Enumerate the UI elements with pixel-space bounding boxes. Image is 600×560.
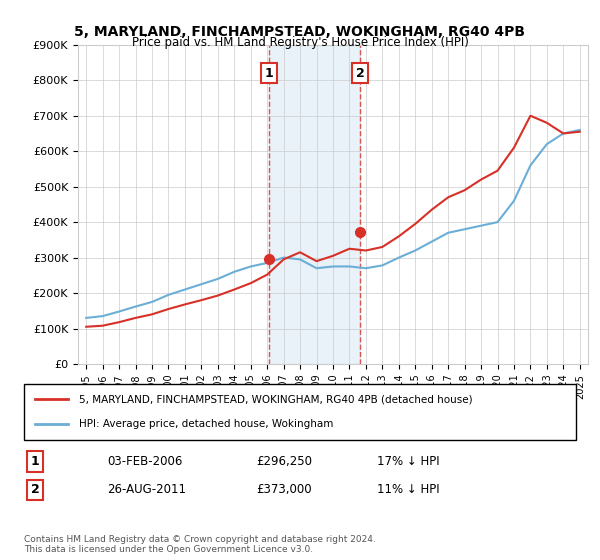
FancyBboxPatch shape (24, 384, 576, 440)
Text: £373,000: £373,000 (256, 483, 311, 496)
Text: £296,250: £296,250 (256, 455, 312, 468)
Text: 11% ↓ HPI: 11% ↓ HPI (377, 483, 440, 496)
Text: 17% ↓ HPI: 17% ↓ HPI (377, 455, 440, 468)
Text: 03-FEB-2006: 03-FEB-2006 (107, 455, 182, 468)
Bar (269, 45, 360, 364)
Text: 5, MARYLAND, FINCHAMPSTEAD, WOKINGHAM, RG40 4PB (detached house): 5, MARYLAND, FINCHAMPSTEAD, WOKINGHAM, R… (79, 394, 473, 404)
Text: Contains HM Land Registry data © Crown copyright and database right 2024.
This d: Contains HM Land Registry data © Crown c… (24, 535, 376, 554)
Text: 26-AUG-2011: 26-AUG-2011 (107, 483, 186, 496)
Text: Price paid vs. HM Land Registry's House Price Index (HPI): Price paid vs. HM Land Registry's House … (131, 36, 469, 49)
Text: HPI: Average price, detached house, Wokingham: HPI: Average price, detached house, Woki… (79, 419, 334, 429)
Text: 2: 2 (356, 67, 365, 80)
Text: 1: 1 (265, 67, 273, 80)
Text: 5, MARYLAND, FINCHAMPSTEAD, WOKINGHAM, RG40 4PB: 5, MARYLAND, FINCHAMPSTEAD, WOKINGHAM, R… (74, 25, 526, 39)
Text: 1: 1 (31, 455, 40, 468)
Text: 2: 2 (31, 483, 40, 496)
